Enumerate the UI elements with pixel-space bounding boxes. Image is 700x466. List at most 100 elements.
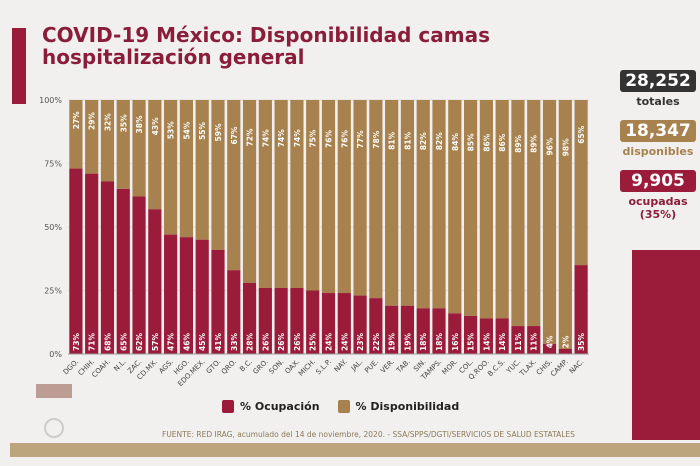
accent-bar: [12, 28, 26, 104]
bar-ocupacion: [463, 315, 478, 354]
legend-disponibilidad: % Disponibilidad: [337, 400, 459, 413]
data-label-disponibilidad: 29%: [88, 112, 97, 130]
bar-disponibilidad: [542, 100, 557, 344]
data-label-ocupacion: 26%: [261, 333, 270, 351]
bar-disponibilidad: [416, 100, 430, 309]
x-tick-label: NAC.: [568, 358, 586, 376]
data-label-disponibilidad: 72%: [246, 128, 255, 146]
data-label-disponibilidad: 55%: [198, 121, 207, 139]
bar-disponibilidad: [69, 100, 83, 169]
data-label-ocupacion: 4%: [546, 335, 555, 348]
bar-disponibilidad: [400, 100, 415, 306]
bar-ocupacion: [85, 173, 99, 354]
data-label-disponibilidad: 74%: [293, 129, 302, 147]
bar-disponibilidad: [463, 100, 478, 316]
bar-ocupacion: [542, 343, 557, 354]
data-label-disponibilidad: 74%: [277, 129, 286, 147]
data-label-ocupacion: 16%: [451, 333, 460, 351]
data-label-ocupacion: 28%: [246, 333, 255, 351]
bar-ocupacion: [274, 287, 288, 354]
legend-swatch-disponibilidad: [337, 400, 350, 413]
bar-ocupacion: [416, 308, 430, 354]
bar-disponibilidad: [258, 100, 272, 288]
y-tick-label: 100%: [39, 96, 62, 105]
bar-ocupacion: [479, 318, 493, 354]
bar-ocupacion: [527, 326, 541, 354]
bar-ocupacion: [195, 239, 209, 354]
ocupadas-value: 9,905: [620, 170, 696, 192]
data-label-ocupacion: 26%: [277, 333, 286, 351]
data-label-disponibilidad: 74%: [261, 129, 270, 147]
data-label-ocupacion: 22%: [372, 333, 381, 351]
data-label-disponibilidad: 67%: [230, 126, 239, 144]
bar-disponibilidad: [211, 100, 225, 250]
data-label-disponibilidad: 27%: [72, 111, 81, 129]
x-tick-label: QRO.: [220, 358, 238, 376]
bar-disponibilidad: [337, 100, 351, 294]
data-label-ocupacion: 47%: [167, 333, 176, 351]
y-tick-label: 25%: [44, 287, 62, 296]
bar-disponibilidad: [274, 100, 288, 288]
data-label-disponibilidad: 81%: [388, 131, 397, 149]
bar-ocupacion: [100, 181, 115, 354]
data-label-disponibilidad: 82%: [419, 132, 428, 150]
x-tick-label: SON.: [268, 358, 286, 376]
data-label-disponibilidad: 86%: [498, 133, 507, 151]
data-label-disponibilidad: 81%: [403, 131, 412, 149]
data-label-ocupacion: 11%: [514, 333, 523, 351]
legend-swatch-ocupacion: [222, 400, 234, 413]
data-label-disponibilidad: 53%: [167, 121, 176, 139]
bar-ocupacion: [211, 249, 225, 354]
totales-label: totales: [636, 95, 680, 108]
data-label-ocupacion: 19%: [388, 333, 397, 351]
bar-disponibilidad: [353, 100, 367, 296]
data-label-ocupacion: 62%: [135, 333, 144, 351]
data-label-disponibilidad: 76%: [340, 129, 349, 147]
bar-ocupacion: [337, 293, 351, 354]
bar-ocupacion: [306, 290, 320, 354]
data-label-disponibilidad: 96%: [546, 137, 555, 155]
bar-disponibilidad: [369, 100, 383, 299]
totales-value: 28,252: [620, 70, 696, 92]
bar-disponibilidad: [495, 100, 509, 319]
data-label-ocupacion: 18%: [435, 333, 444, 351]
data-label-disponibilidad: 38%: [135, 115, 144, 133]
x-tick-label: VER.: [379, 358, 396, 375]
data-label-ocupacion: 18%: [419, 333, 428, 351]
bar-ocupacion: [369, 298, 383, 354]
bar-ocupacion: [69, 168, 83, 354]
data-label-ocupacion: 71%: [88, 333, 97, 351]
data-label-ocupacion: 2%: [561, 335, 570, 348]
bar-ocupacion: [242, 282, 257, 354]
data-label-ocupacion: 25%: [309, 333, 318, 351]
bar-disponibilidad: [227, 100, 241, 271]
bar-disponibilidad: [558, 100, 572, 349]
x-tick-label: NAY.: [333, 358, 349, 374]
bar-ocupacion: [132, 196, 146, 354]
stat-totales: 28,252 totales: [620, 70, 696, 108]
bar-ocupacion: [258, 287, 272, 354]
data-label-ocupacion: 45%: [198, 333, 207, 351]
bar-ocupacion: [385, 305, 399, 354]
data-label-disponibilidad: 76%: [325, 129, 334, 147]
data-label-disponibilidad: 86%: [482, 133, 491, 151]
bar-ocupacion: [116, 188, 130, 354]
footer-band: [10, 443, 700, 457]
x-tick-label: JAL.: [349, 358, 364, 373]
bar-disponibilidad: [448, 100, 462, 314]
bar-ocupacion: [400, 305, 415, 354]
bar-ocupacion: [321, 293, 336, 354]
bar-disponibilidad: [527, 100, 541, 327]
data-label-disponibilidad: 89%: [530, 134, 539, 152]
data-label-disponibilidad: 75%: [309, 129, 318, 147]
bar-disponibilidad: [100, 100, 115, 182]
data-label-ocupacion: 24%: [325, 333, 334, 351]
bar-ocupacion: [290, 287, 304, 354]
data-label-disponibilidad: 78%: [372, 130, 381, 148]
source-note: FUENTE: RED IRAG, acumulado del 14 de no…: [162, 430, 575, 439]
bar-disponibilidad: [148, 100, 162, 210]
data-label-disponibilidad: 59%: [214, 123, 223, 141]
ocupadas-label: ocupadas: [628, 195, 688, 208]
government-logo: [36, 384, 72, 438]
